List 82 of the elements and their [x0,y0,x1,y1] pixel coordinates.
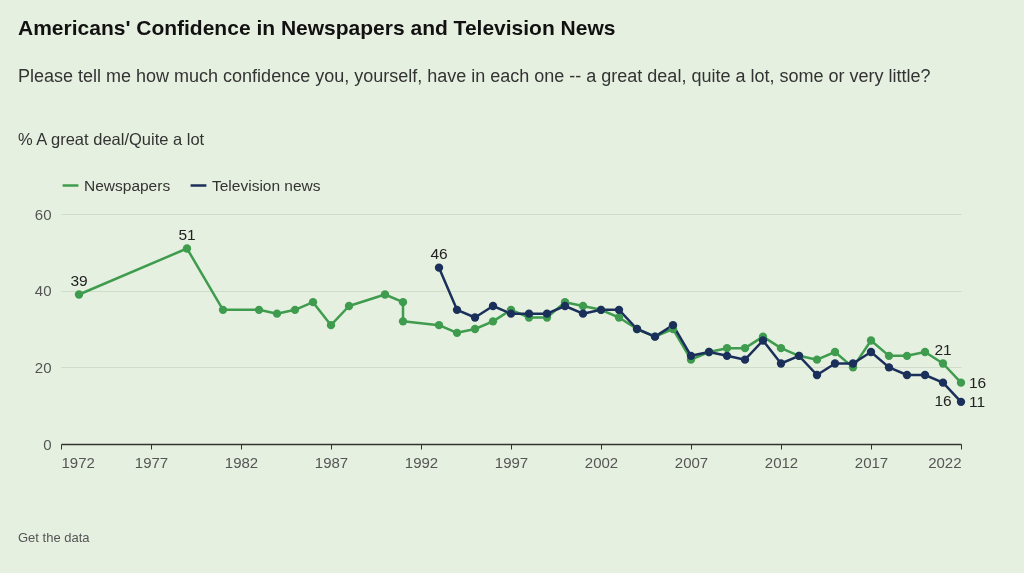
point [938,378,948,387]
point [344,301,354,311]
point [740,355,750,364]
point [740,343,750,353]
legend-label: Television news [212,176,321,194]
x-tick-label: 2007 [674,453,709,471]
point [722,351,732,361]
point [470,313,480,322]
data-label: 39 [70,271,88,289]
legend-label: Newspapers [84,176,171,194]
point [326,320,336,330]
point [74,290,84,299]
x-tick-label: 1997 [494,453,529,471]
y-axis-title: % A great deal/Quite a lot [18,130,205,149]
point [182,244,192,253]
point [542,309,552,318]
point [218,305,228,315]
point [812,370,822,380]
point [812,355,822,364]
point [722,343,732,353]
point [758,336,768,345]
point [920,370,930,380]
y-tick-label: 20 [34,358,52,376]
point [452,328,462,338]
point [308,297,318,307]
chart-subtitle: Please tell me how much confidence you, yourself, have in each one -- a great deal, quite a lot, some or very little? [18,65,932,88]
x-tick-label: 1972 [61,453,95,471]
point [920,347,930,357]
x-tick-label: 1977 [134,453,169,471]
point [452,305,462,315]
x-tick-label: 2002 [584,453,619,471]
point [776,359,786,368]
point [866,336,876,345]
point [560,301,570,311]
point [848,359,858,368]
point [956,397,966,407]
data-label: 21 [934,340,952,358]
x-tick-label: 2017 [854,453,889,471]
point [470,324,480,334]
y-tick-label: 0 [43,435,52,453]
point [902,351,912,361]
point [398,297,408,307]
point [380,290,390,299]
x-tick-label: 2022 [928,453,962,471]
data-label: 11 [969,392,986,410]
data-label: 16 [969,373,987,391]
point [884,363,894,372]
point [956,378,966,387]
point [776,343,786,353]
x-tick-label: 1992 [404,453,439,471]
chart-title: Americans' Confidence in Newspapers and Television News [18,16,616,40]
point [488,301,498,311]
point [614,313,624,322]
point [938,359,948,368]
text: Get the data [18,530,90,545]
point [866,347,876,357]
point [434,263,444,272]
point [830,359,840,368]
y-tick-label: 60 [34,205,52,223]
point [398,317,408,326]
point [902,370,912,380]
point [524,309,534,318]
point [254,305,264,315]
x-tick-label: 1982 [224,453,259,471]
point [488,317,498,326]
x-tick-label: 2012 [764,453,799,471]
data-label: 16 [934,391,952,409]
point [578,301,588,311]
data-label: 46 [430,244,448,262]
point [272,309,282,318]
point [830,347,840,357]
point [614,305,624,315]
point [290,305,300,315]
y-tick-label: 40 [34,282,52,300]
point [884,351,894,361]
point [434,320,444,330]
data-label: 51 [178,225,196,243]
point [686,351,696,361]
point [506,309,516,318]
x-tick-label: 1987 [314,453,349,471]
point [668,320,678,330]
point [578,309,588,318]
